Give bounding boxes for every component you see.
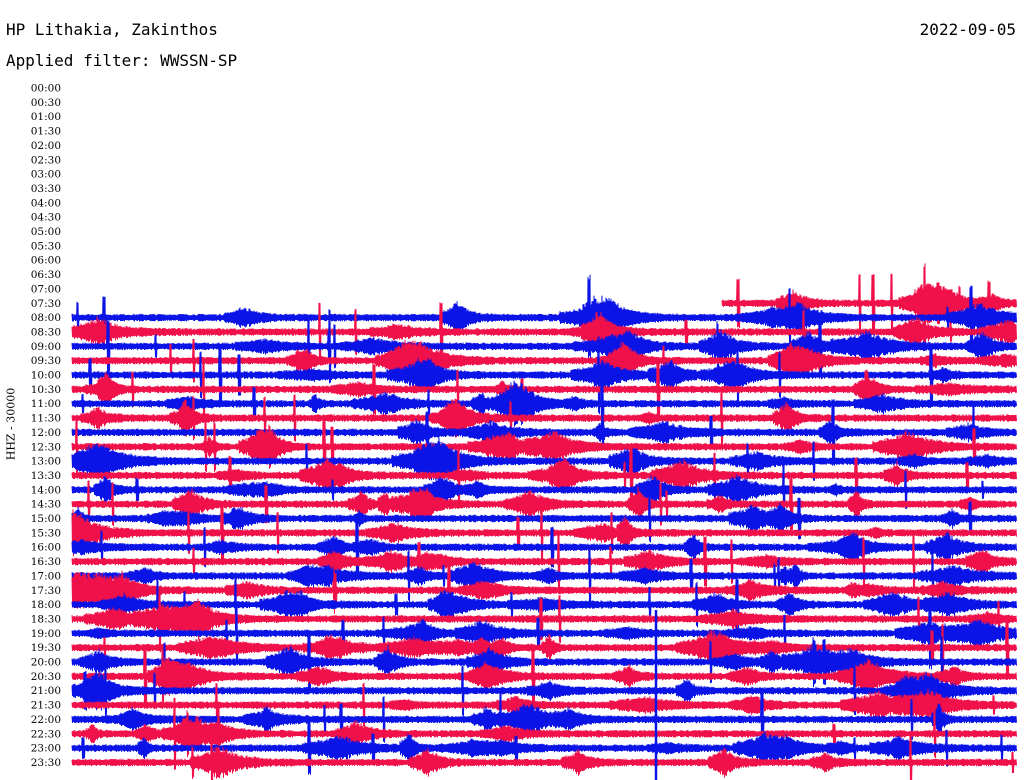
tick-label: 09:00 [31, 341, 61, 353]
tick-label: 10:30 [31, 384, 61, 396]
trace-row-1930 [71, 621, 1017, 674]
tick-label: 16:30 [31, 556, 61, 568]
tick-label: 20:30 [31, 671, 61, 683]
trace-row-0730 [721, 263, 1017, 344]
station-title: HP Lithakia, Zakinthos [6, 20, 218, 39]
trace-row-1700 [71, 545, 1017, 607]
trace-row-1000 [71, 335, 1017, 415]
trace-row-1900 [71, 597, 1017, 670]
tick-label: 20:00 [31, 657, 61, 669]
tick-label: 12:30 [31, 441, 61, 453]
trace-row-1500 [71, 494, 1017, 543]
time-tick-labels: 00:00 00:30 01:00 01:30 02:00 02:30 03:00 03:30… [31, 83, 61, 769]
tick-label: 05:30 [31, 240, 61, 252]
tick-label: 18:00 [31, 599, 61, 611]
filter-label: Applied filter: WWSSN-SP [6, 51, 238, 70]
tick-label: 00:00 [31, 83, 61, 95]
trace-row-2130 [71, 682, 1017, 728]
trace-row-1230 [71, 418, 1017, 475]
trace-row-2300 [71, 721, 1017, 775]
trace-row-1600 [71, 514, 1017, 580]
trace-row-0930 [71, 338, 1017, 383]
trace-row-1630 [71, 533, 1017, 590]
tick-label: 09:30 [31, 355, 61, 367]
tick-label: 16:00 [31, 542, 61, 554]
trace-row-1100 [71, 375, 1017, 433]
tick-label: 03:00 [31, 169, 61, 181]
tick-label: 02:00 [31, 140, 61, 152]
tick-label: 04:00 [31, 197, 61, 209]
tick-label: 07:00 [31, 283, 61, 295]
record-date: 2022-09-05 [919, 20, 1016, 39]
tick-label: 15:00 [31, 513, 61, 525]
trace-row-1830 [71, 585, 1017, 653]
trace-row-1430 [71, 478, 1017, 531]
trace-row-1530 [71, 502, 1017, 564]
trace-row-2000 [71, 630, 1017, 694]
tick-label: 17:30 [31, 585, 61, 597]
tick-label: 11:00 [31, 398, 61, 410]
trace-row-1400 [71, 464, 1017, 515]
tick-label: 18:30 [31, 613, 61, 625]
trace-row-2100 [71, 662, 1017, 719]
tick-label: 01:30 [31, 126, 61, 138]
tick-label: 00:30 [31, 97, 61, 109]
tick-label: 05:00 [31, 226, 61, 238]
tick-label: 17:00 [31, 570, 61, 582]
tick-label: 23:00 [31, 743, 61, 755]
tick-label: 19:30 [31, 642, 61, 654]
trace-row-1130 [71, 387, 1017, 449]
tick-label: 01:00 [31, 111, 61, 123]
tick-label: 14:00 [31, 484, 61, 496]
tick-label: 13:30 [31, 470, 61, 482]
trace-row-2230 [71, 697, 1017, 770]
tick-label: 04:30 [31, 212, 61, 224]
trace-row-0900 [71, 309, 1017, 384]
tick-label: 23:30 [31, 757, 61, 769]
trace-row-2330 [71, 733, 1017, 780]
trace-row-2030 [71, 648, 1017, 705]
trace-row-0830 [71, 302, 1017, 362]
trace-row-1730 [71, 563, 1017, 618]
tick-label: 08:30 [31, 326, 61, 338]
tick-label: 03:30 [31, 183, 61, 195]
tick-label: 15:30 [31, 527, 61, 539]
tick-label: 08:00 [31, 312, 61, 324]
tick-label: 21:30 [31, 700, 61, 712]
seismic-traces [71, 263, 1017, 780]
tick-label: 19:00 [31, 628, 61, 640]
tick-label: 11:30 [31, 413, 61, 425]
tick-label: 06:00 [31, 255, 61, 267]
tick-label: 12:00 [31, 427, 61, 439]
tick-label: 13:00 [31, 456, 61, 468]
tick-label: 02:30 [31, 154, 61, 166]
trace-row-0800 [71, 274, 1017, 361]
tick-label: 22:00 [31, 714, 61, 726]
tick-label: 21:00 [31, 685, 61, 697]
tick-label: 22:30 [31, 728, 61, 740]
trace-row-1200 [71, 399, 1017, 466]
tick-label: 06:30 [31, 269, 61, 281]
trace-row-1030 [71, 358, 1017, 421]
tick-label: 10:00 [31, 370, 61, 382]
trace-row-2200 [71, 691, 1017, 748]
tick-label: 07:30 [31, 298, 61, 310]
tick-label: 14:30 [31, 499, 61, 511]
trace-row-1800 [71, 577, 1017, 632]
